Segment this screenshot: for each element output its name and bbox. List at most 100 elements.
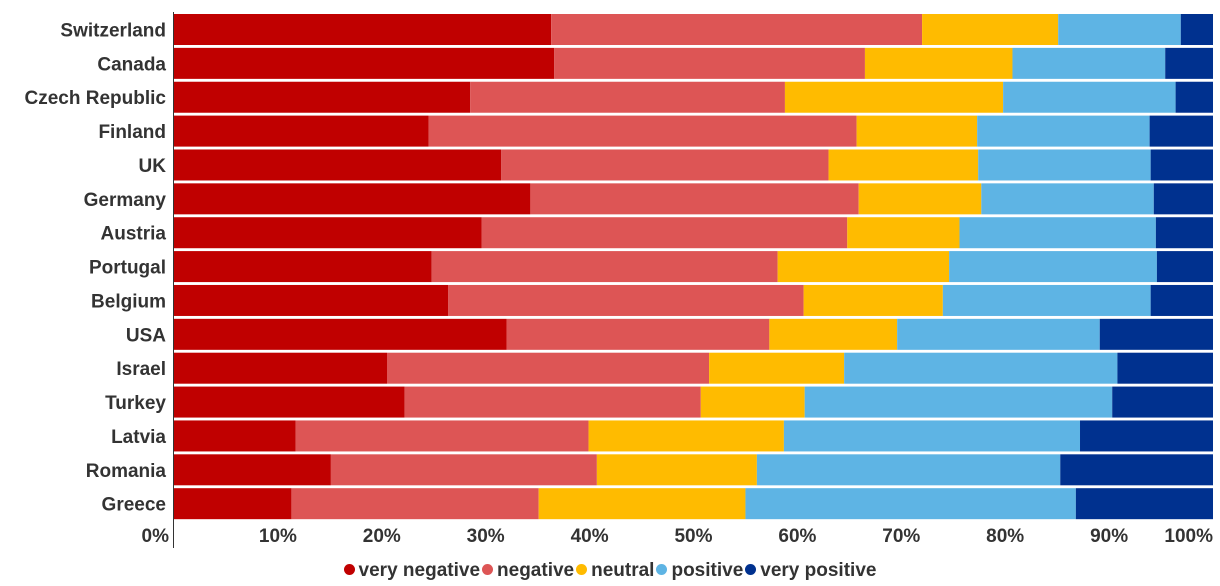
bar-segment-very-positive-switzerland	[1180, 14, 1213, 45]
x-tick-label: 60%	[778, 526, 816, 547]
x-tick-label: 80%	[986, 526, 1024, 547]
legend: very negative negative neutral positive very…	[0, 560, 1220, 582]
category-label: Belgium	[91, 291, 166, 312]
bar-segment-neutral-finland	[856, 115, 978, 147]
bar-segment-neutral-germany	[858, 183, 982, 215]
legend-dot-icon	[482, 564, 494, 575]
bar-segment-positive-usa	[897, 318, 1100, 350]
bar-segment-negative-romania	[330, 454, 597, 486]
bar-segment-negative-germany	[530, 183, 859, 215]
bar-segment-very-positive-finland	[1149, 115, 1213, 147]
legend-item: negative	[482, 560, 574, 582]
bar-segment-positive-latvia	[783, 420, 1081, 452]
category-label: Switzerland	[60, 21, 166, 42]
bar-segment-very-negative-uk	[174, 149, 502, 181]
bar-segment-neutral-romania	[596, 454, 757, 486]
x-tick-label: 10%	[259, 526, 297, 547]
bar-segment-neutral-portugal	[777, 251, 950, 283]
bar-segment-positive-portugal	[949, 251, 1157, 283]
bar-segment-neutral-usa	[769, 318, 898, 350]
bar-segment-positive-uk	[978, 149, 1151, 181]
category-label: Czech Republic	[25, 88, 167, 109]
x-tick-label: 100%	[1164, 526, 1213, 547]
bar-segment-negative-portugal	[431, 251, 778, 283]
bar-segment-neutral-uk	[828, 149, 979, 181]
bar-segment-very-negative-belgium	[174, 284, 449, 316]
bar-segment-positive-czech-republic	[1003, 81, 1176, 113]
bar-segment-positive-switzerland	[1058, 14, 1181, 45]
category-label: Germany	[84, 190, 167, 211]
bar-segment-very-negative-romania	[174, 454, 331, 486]
legend-item: positive	[656, 560, 743, 582]
x-tick-label: 20%	[363, 526, 401, 547]
legend-item: very positive	[745, 560, 876, 582]
x-tick-label: 30%	[467, 526, 505, 547]
bar-segment-very-positive-portugal	[1156, 251, 1213, 283]
bar-segment-negative-turkey	[404, 386, 701, 418]
category-label: Romania	[86, 461, 167, 482]
legend-label: positive	[671, 560, 744, 581]
bar-segment-very-negative-finland	[174, 115, 429, 147]
x-tick-label: 0%	[142, 526, 170, 547]
category-label: Portugal	[89, 258, 166, 279]
bar-segment-very-negative-germany	[174, 183, 531, 215]
bar-segment-negative-usa	[506, 318, 770, 350]
legend-label: negative	[497, 560, 575, 581]
legend-dot-icon	[343, 564, 355, 575]
legend-item: very negative	[343, 560, 480, 582]
bar-segment-negative-latvia	[295, 420, 589, 452]
bar-segment-very-positive-israel	[1117, 352, 1213, 384]
category-label: UK	[139, 156, 167, 177]
bar-segment-very-positive-greece	[1075, 488, 1213, 520]
bar-segment-very-positive-canada	[1165, 47, 1213, 79]
bar-segment-negative-greece	[291, 488, 539, 520]
bar-segment-positive-turkey	[804, 386, 1113, 418]
bar-segment-very-positive-romania	[1060, 454, 1213, 486]
bar-segment-very-positive-germany	[1153, 183, 1213, 215]
legend-dot-icon	[576, 564, 588, 575]
bar-segment-very-negative-switzerland	[174, 14, 552, 45]
legend-label: neutral	[591, 560, 655, 581]
bar-segment-positive-finland	[977, 115, 1150, 147]
bar-segment-positive-germany	[981, 183, 1154, 215]
bar-segment-neutral-belgium	[803, 284, 943, 316]
legend-dot-icon	[656, 564, 668, 575]
bar-segment-negative-belgium	[448, 284, 804, 316]
category-label: Latvia	[111, 427, 166, 448]
bar-segment-positive-canada	[1012, 47, 1166, 79]
legend-dot-icon	[745, 564, 757, 575]
x-tick-label: 50%	[674, 526, 712, 547]
bar-segment-positive-romania	[756, 454, 1061, 486]
bar-segment-negative-switzerland	[551, 14, 923, 45]
bar-segment-very-negative-czech-republic	[174, 81, 471, 113]
bar-segment-very-negative-usa	[174, 318, 507, 350]
category-label: Turkey	[105, 393, 166, 414]
bar-segment-neutral-greece	[538, 488, 746, 520]
category-label: Canada	[97, 54, 166, 75]
bar-segment-very-negative-greece	[174, 488, 292, 520]
bar-segment-neutral-israel	[709, 352, 845, 384]
bar-segment-negative-austria	[481, 217, 848, 249]
bar-segment-very-positive-uk	[1150, 149, 1213, 181]
bar-segment-very-negative-latvia	[174, 420, 296, 452]
bar-segment-very-positive-austria	[1155, 217, 1213, 249]
bar-segment-very-positive-latvia	[1080, 420, 1213, 452]
bar-segment-positive-israel	[844, 352, 1118, 384]
category-label: Israel	[116, 359, 166, 380]
bar-segment-very-positive-turkey	[1112, 386, 1213, 418]
bar-segment-neutral-czech-republic	[784, 81, 1004, 113]
legend-item: neutral	[576, 560, 654, 582]
x-tick-label: 70%	[882, 526, 920, 547]
bar-segment-neutral-latvia	[588, 420, 784, 452]
x-tick-label: 90%	[1090, 526, 1128, 547]
bar-segment-very-negative-austria	[174, 217, 482, 249]
bar-segment-very-negative-canada	[174, 47, 555, 79]
category-label: Greece	[102, 495, 166, 516]
bar-segment-negative-israel	[387, 352, 710, 384]
bar-segment-very-negative-israel	[174, 352, 387, 384]
bar-segment-positive-belgium	[942, 284, 1151, 316]
bar-segment-negative-uk	[501, 149, 829, 181]
bar-segment-very-negative-portugal	[174, 251, 432, 283]
bar-segment-positive-greece	[745, 488, 1076, 520]
bar-segment-very-positive-belgium	[1150, 284, 1213, 316]
